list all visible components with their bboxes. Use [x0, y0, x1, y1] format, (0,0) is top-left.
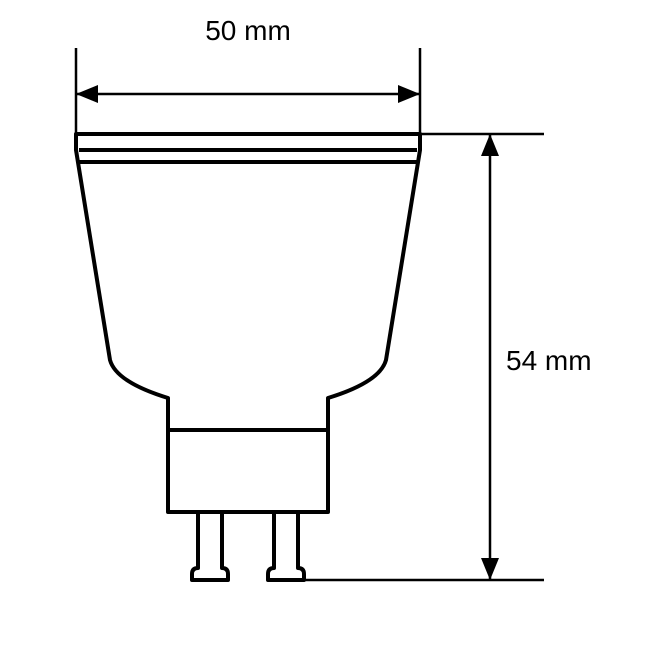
height-arrow-top [481, 134, 499, 156]
width-arrow-left [76, 85, 98, 103]
height-arrow-bottom [481, 558, 499, 580]
width-arrow-right [398, 85, 420, 103]
pin-left [192, 512, 228, 580]
height-label: 54 mm [506, 345, 592, 376]
bulb-dimension-diagram: 50 mm 54 mm [0, 0, 650, 650]
width-label: 50 mm [205, 15, 291, 46]
pin-right [268, 512, 304, 580]
bulb-outline [76, 134, 420, 512]
